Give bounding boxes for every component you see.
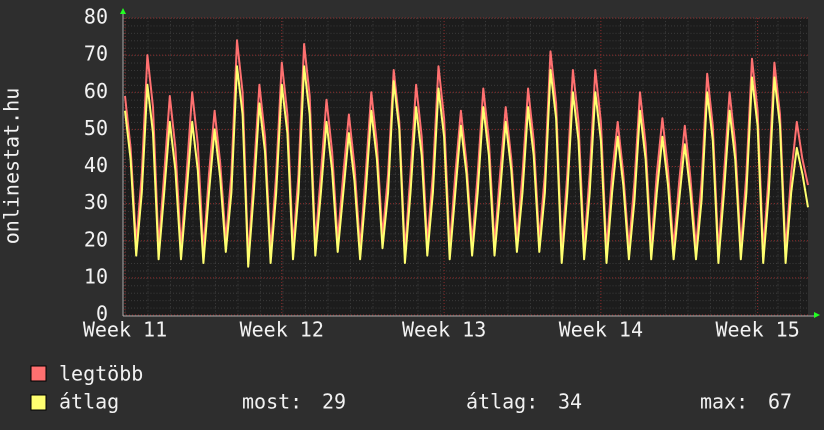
x-tick-label: Week 14 <box>559 318 643 342</box>
y-tick-label: 40 <box>84 153 108 177</box>
legend-label: legtöbb <box>59 362 143 386</box>
y-axis-label: onlinestat.hu <box>0 88 24 245</box>
stat-label: max: <box>700 390 748 414</box>
stat-value: 29 <box>322 390 346 414</box>
y-tick-label: 80 <box>84 5 108 29</box>
x-tick-label: Week 11 <box>83 318 167 342</box>
x-tick-label: Week 15 <box>715 318 799 342</box>
axis-arrow <box>120 8 126 14</box>
y-tick-label: 70 <box>84 42 108 66</box>
axis-arrow <box>814 312 820 318</box>
y-tick-label: 60 <box>84 79 108 103</box>
stat-label: átlag: <box>466 390 538 414</box>
legend-swatch <box>30 394 47 411</box>
stat-value: 67 <box>768 390 792 414</box>
y-tick-label: 20 <box>84 227 108 251</box>
y-tick-label: 0 <box>96 302 108 326</box>
stat-label: most: <box>242 390 302 414</box>
legend-label: átlag <box>59 390 119 414</box>
series-line <box>124 65 809 268</box>
x-tick-label: Week 13 <box>402 318 486 342</box>
x-tick-label: Week 12 <box>240 318 324 342</box>
series-line <box>124 39 809 261</box>
stat-value: 34 <box>558 390 582 414</box>
y-tick-label: 50 <box>84 116 108 140</box>
y-tick-label: 30 <box>84 190 108 214</box>
legend-swatch <box>30 365 47 382</box>
y-tick-label: 10 <box>84 264 108 288</box>
